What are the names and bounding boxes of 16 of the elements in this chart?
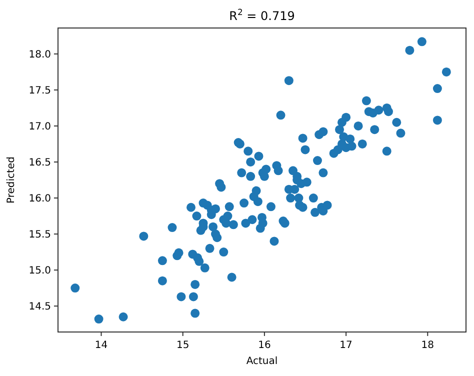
x-tick-label: 17 <box>340 340 352 351</box>
y-tick-label: 15.5 <box>28 230 51 241</box>
y-tick-label: 14.5 <box>28 302 51 313</box>
x-tick-label: 16 <box>258 340 271 351</box>
y-tick-label: 16.5 <box>28 157 51 168</box>
chart-title: R$^{2}$ = 0.719 <box>229 7 295 23</box>
x-tick-label: 18 <box>421 340 434 351</box>
y-tick-label: 16.0 <box>28 194 51 205</box>
y-tick-label: 17.5 <box>28 85 51 96</box>
y-tick-label: 18.0 <box>28 49 51 60</box>
x-tick-label: 15 <box>176 340 190 351</box>
y-tick-label: 17.0 <box>28 121 51 132</box>
y-tick-label: 15.0 <box>28 266 51 277</box>
y-axis-title: Predicted <box>6 156 17 204</box>
x-axis-title: Actual <box>246 356 278 367</box>
x-tick-label: 14 <box>94 340 108 351</box>
